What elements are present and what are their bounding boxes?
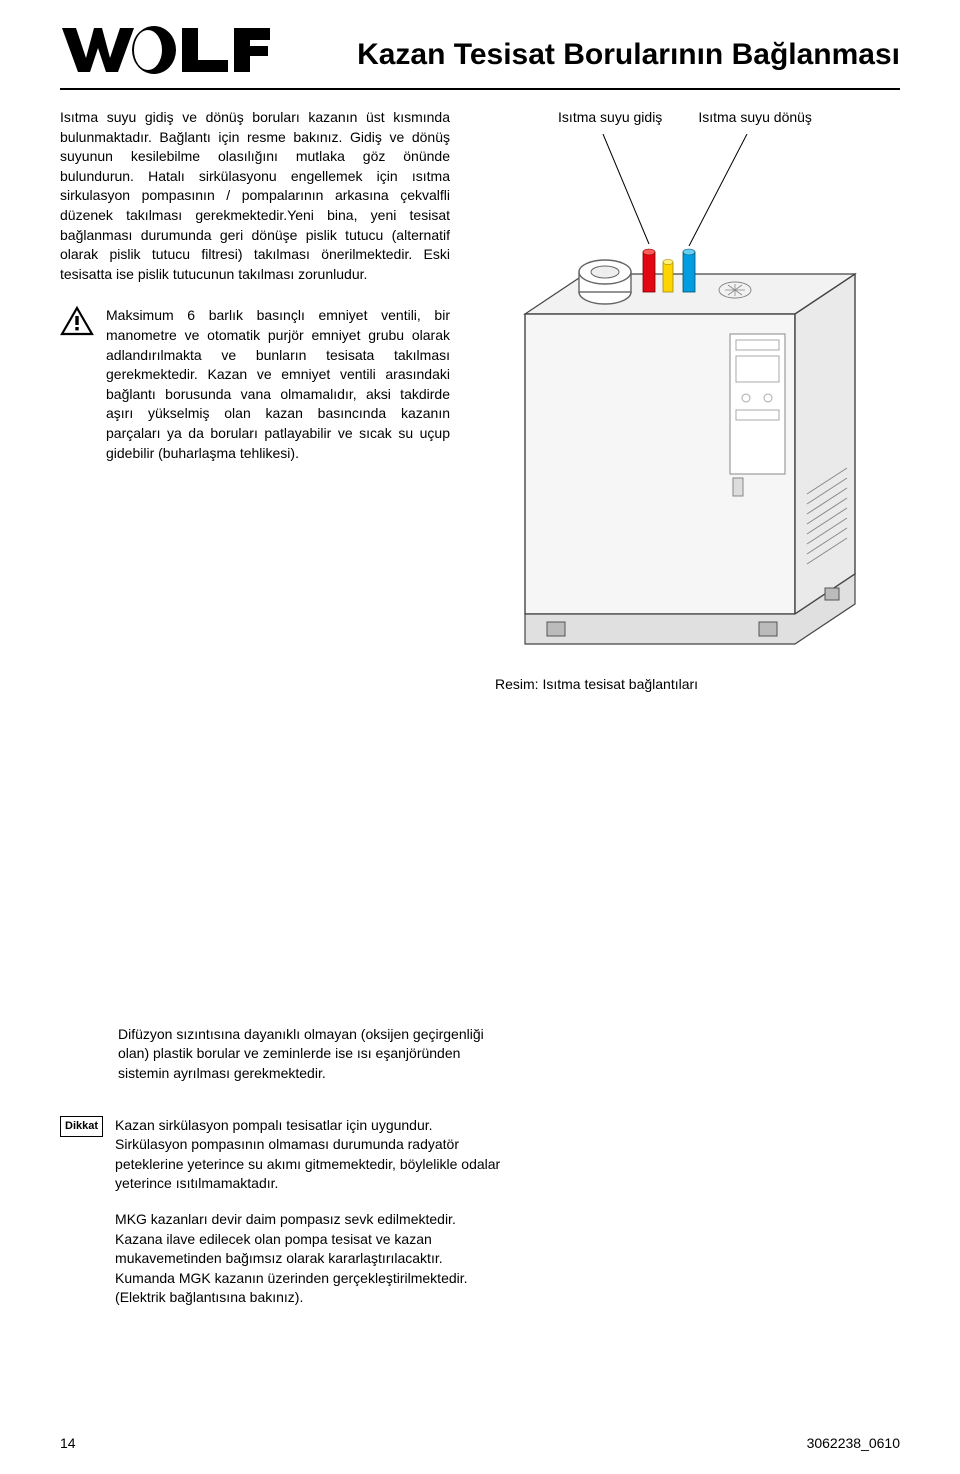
flow-pipe [643,249,655,292]
lower-block: Difüzyon sızıntısına dayanıklı olmayan (… [60,1025,900,1324]
warning-block: Maksimum 6 barlık basınçlı emniyet venti… [60,306,450,463]
lower-para-3: MKG kazanları devir daim pompasız sevk e… [115,1210,505,1308]
dikkat-row: Dikkat Kazan sirkülasyon pompalı tesisat… [60,1116,900,1324]
wolf-logo [60,20,270,80]
lower-para-1: Difüzyon sızıntısına dayanıklı olmayan (… [118,1025,508,1084]
intro-paragraph: Isıtma suyu gidiş ve dönüş boruları kaza… [60,108,450,284]
lower-para-2: Kazan sirkülasyon pompalı tesisatlar içi… [115,1116,505,1194]
header-divider [60,88,900,90]
warning-text: Maksimum 6 barlık basınçlı emniyet venti… [106,306,450,463]
gas-pipe [663,259,673,292]
lower-content: Difüzyon sızıntısına dayanıklı olmayan (… [60,1025,900,1100]
boiler-svg [495,134,875,654]
boiler-diagram: Isıtma suyu gidiş Isıtma suyu dönüş [495,108,875,695]
warning-icon [60,306,94,336]
main-two-column: Isıtma suyu gidiş ve dönüş boruları kaza… [60,108,900,695]
page-title: Kazan Tesisat Borularının Bağlanması [270,34,900,80]
right-column: Isıtma suyu gidiş Isıtma suyu dönüş [470,108,900,695]
diagram-labels: Isıtma suyu gidiş Isıtma suyu dönüş [495,108,875,128]
diagram-label-flow: Isıtma suyu gidiş [558,108,662,128]
page-footer: 14 3062238_0610 [60,1434,900,1454]
page-header: Kazan Tesisat Borularının Bağlanması [60,20,900,80]
doc-code: 3062238_0610 [807,1434,900,1454]
left-column: Isıtma suyu gidiş ve dönüş boruları kaza… [60,108,450,695]
dikkat-label: Dikkat [60,1116,103,1137]
page-number: 14 [60,1434,76,1454]
diagram-label-return: Isıtma suyu dönüş [698,108,812,128]
return-pipe [683,249,695,292]
diagram-caption: Resim: Isıtma tesisat bağlantıları [495,675,875,695]
